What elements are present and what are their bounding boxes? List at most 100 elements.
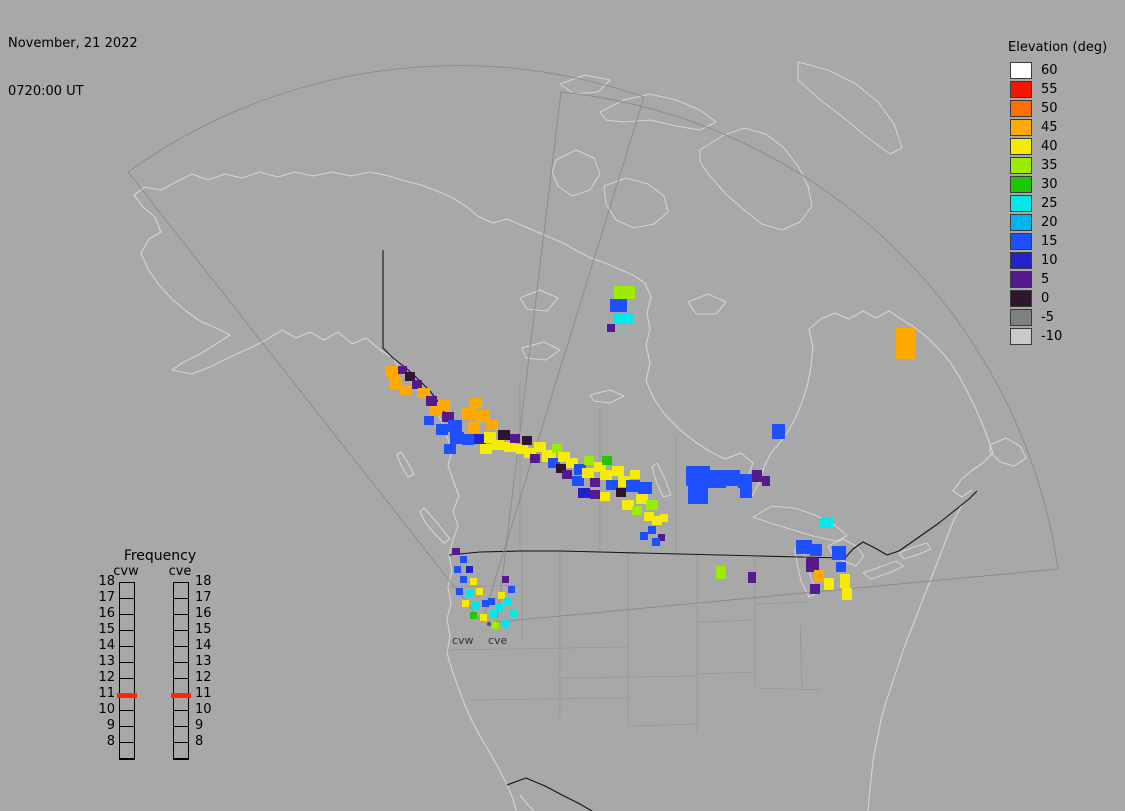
elevation-legend-entry: 10 bbox=[1004, 251, 1107, 270]
radar-cell bbox=[614, 286, 635, 299]
radar-cell bbox=[612, 466, 624, 476]
radar-cell bbox=[660, 514, 668, 522]
radar-site-dot bbox=[486, 621, 492, 627]
radar-cell bbox=[516, 444, 528, 454]
elevation-legend-entry: 55 bbox=[1004, 80, 1107, 99]
radar-cell bbox=[836, 562, 846, 572]
radar-cell bbox=[652, 516, 662, 525]
alaska-canada-border bbox=[382, 250, 448, 419]
radar-cell bbox=[452, 548, 460, 555]
greenland-edge bbox=[797, 61, 903, 155]
radar-cell bbox=[522, 436, 532, 445]
radar-cell bbox=[389, 377, 402, 389]
elevation-swatch-35 bbox=[1010, 157, 1032, 174]
radar-cell bbox=[590, 490, 600, 499]
vancouver-island bbox=[419, 507, 451, 544]
radar-cell bbox=[530, 454, 540, 463]
radar-cell bbox=[652, 538, 660, 546]
radar-cell bbox=[438, 400, 450, 411]
frequency-scale-label: 17 bbox=[195, 590, 212, 605]
radar-cell bbox=[510, 434, 520, 443]
frequency-marker-cve bbox=[171, 693, 191, 698]
radar-cell bbox=[622, 500, 634, 510]
elevation-swatch-40 bbox=[1010, 138, 1032, 155]
frequency-bar-segment bbox=[120, 663, 134, 679]
radar-cell bbox=[442, 412, 454, 422]
radar-cell bbox=[810, 584, 820, 594]
radar-cell bbox=[738, 474, 752, 488]
radar-cell bbox=[814, 570, 824, 582]
radar-cell bbox=[444, 444, 456, 454]
radar-cell bbox=[454, 566, 461, 573]
frequency-scale-label: 18 bbox=[195, 574, 212, 589]
frequency-scale-right: 18 17 16 15 14 13 12 11 10 9 8 bbox=[195, 574, 215, 750]
elevation-swatch-20 bbox=[1010, 214, 1032, 231]
radar-cell bbox=[558, 452, 570, 462]
radar-cell bbox=[648, 526, 656, 534]
radar-cell bbox=[607, 324, 615, 332]
frequency-scale-label: 9 bbox=[106, 718, 115, 733]
radar-cell bbox=[486, 420, 498, 430]
radar-cell bbox=[476, 410, 490, 422]
frequency-scale-label: 13 bbox=[195, 654, 212, 669]
elevation-swatch-0 bbox=[1010, 290, 1032, 307]
radar-cell bbox=[482, 600, 489, 607]
radar-cell bbox=[748, 572, 756, 583]
radar-cell bbox=[574, 464, 586, 475]
radar-cell bbox=[740, 488, 752, 498]
frequency-scale-label: 12 bbox=[98, 670, 115, 685]
radar-cell bbox=[646, 500, 658, 510]
frequency-bar-segment bbox=[174, 711, 188, 727]
frequency-scale-left: 18 17 16 15 14 13 12 11 10 9 8 bbox=[95, 574, 115, 750]
frequency-legend-title: Frequency bbox=[123, 548, 197, 564]
frequency-bar-segment bbox=[174, 647, 188, 663]
elevation-value-label: 35 bbox=[1041, 158, 1058, 173]
time-label: 0720:00 UT bbox=[8, 84, 84, 99]
elevation-legend-entry: 0 bbox=[1004, 289, 1107, 308]
international-borders-layer bbox=[382, 250, 978, 811]
radar-cell bbox=[566, 458, 578, 468]
frequency-bar-cvw bbox=[117, 582, 137, 760]
frequency-bar-segment bbox=[174, 727, 188, 743]
radar-cell bbox=[644, 512, 654, 521]
frequency-bar-segment bbox=[120, 631, 134, 647]
radar-cell bbox=[502, 576, 509, 583]
elevation-value-label: 0 bbox=[1041, 291, 1050, 306]
radar-cell bbox=[824, 578, 834, 590]
coastline-atlantic bbox=[867, 452, 994, 811]
frequency-scale-label: 16 bbox=[98, 606, 115, 621]
radar-cell bbox=[484, 432, 496, 443]
radar-cell bbox=[460, 556, 467, 563]
lake-ontario bbox=[898, 542, 932, 560]
elevation-value-label: 20 bbox=[1041, 215, 1058, 230]
radar-cell bbox=[470, 578, 477, 585]
elevation-swatch-55 bbox=[1010, 81, 1032, 98]
radar-cell bbox=[426, 396, 437, 406]
radar-cell bbox=[840, 574, 850, 588]
haida-gwaii bbox=[396, 451, 415, 478]
elevation-value-label: 50 bbox=[1041, 101, 1058, 116]
radar-cell bbox=[630, 470, 640, 479]
radar-cell bbox=[724, 470, 740, 486]
frequency-bar-cve bbox=[171, 582, 191, 760]
frequency-bar-segment bbox=[120, 743, 134, 759]
radar-cell bbox=[658, 534, 665, 541]
elevation-legend-entry: 40 bbox=[1004, 137, 1107, 156]
radar-cell bbox=[504, 442, 516, 452]
elevation-legend-entry: 5 bbox=[1004, 270, 1107, 289]
lake-athabasca bbox=[589, 389, 625, 404]
radar-cell bbox=[616, 488, 626, 497]
coastline-alaska-arctic-hudson bbox=[133, 171, 994, 499]
frequency-scale-label: 16 bbox=[195, 606, 212, 621]
radar-cell bbox=[614, 313, 633, 324]
elevation-value-label: 30 bbox=[1041, 177, 1058, 192]
elevation-legend-entry: 50 bbox=[1004, 99, 1107, 118]
radar-cell bbox=[508, 586, 515, 593]
radar-cell bbox=[450, 432, 464, 444]
frequency-scale-label: 15 bbox=[195, 622, 212, 637]
radar-cell bbox=[686, 466, 710, 486]
elevation-value-label: 40 bbox=[1041, 139, 1058, 154]
elevation-legend-entry: 20 bbox=[1004, 213, 1107, 232]
us-canada-border bbox=[448, 490, 978, 559]
